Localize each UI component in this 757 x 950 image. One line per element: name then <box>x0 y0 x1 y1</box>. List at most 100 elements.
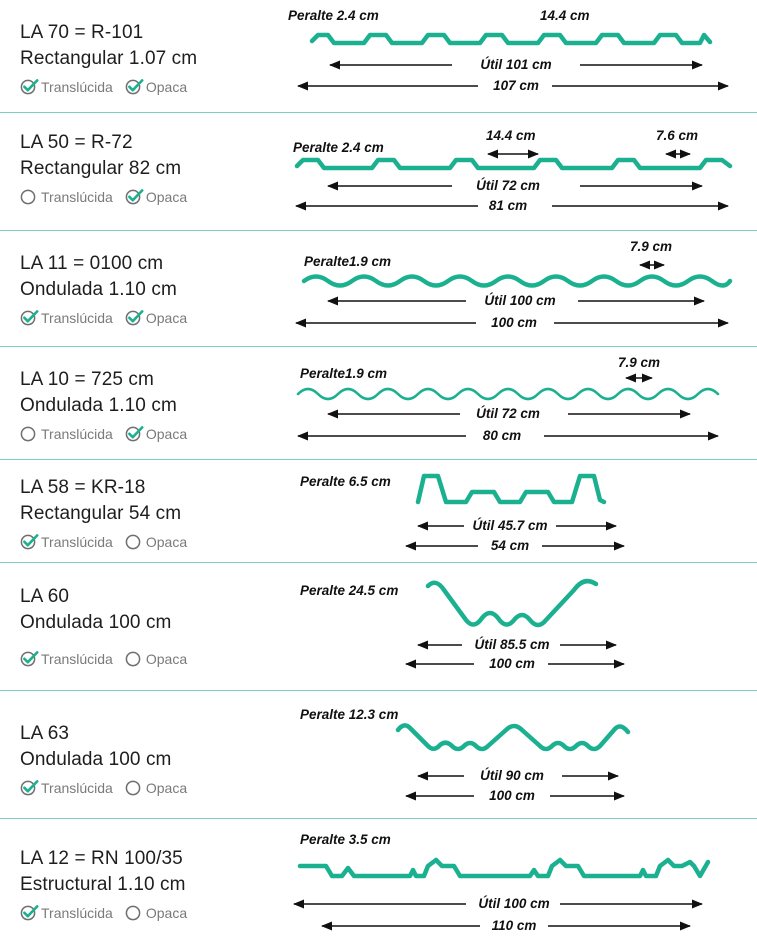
peralte-label: Peralte 2.4 cm <box>293 140 384 155</box>
option-label: Opaca <box>145 78 188 95</box>
check-circle-icon <box>125 309 146 326</box>
option-label: Translúcida <box>41 650 113 667</box>
peralte-label: Peralte 24.5 cm <box>300 583 398 598</box>
empty-circle-icon <box>125 904 146 921</box>
option-opaca: Opaca <box>125 78 187 95</box>
total-width-label: 110 cm <box>492 918 537 933</box>
option-translucida: Translúcida <box>20 779 113 796</box>
material-options: Translúcida Opaca <box>20 904 199 921</box>
total-width-label: 100 cm <box>491 315 537 330</box>
empty-circle-icon <box>125 650 146 667</box>
product-code: LA 60 <box>20 586 70 607</box>
option-opaca: Opaca <box>125 188 187 205</box>
product-description: Rectangular 54 cm <box>20 503 182 524</box>
total-width-label: 107 cm <box>493 78 539 93</box>
option-translucida: Translúcida <box>20 425 113 442</box>
sheet-profile <box>297 857 711 879</box>
pitch-secondary-label: 7.9 cm <box>630 239 672 254</box>
product-description: Ondulada 100 cm <box>20 612 172 633</box>
material-options: Translúcida Opaca <box>20 533 199 550</box>
useful-width-label: Útil 90 cm <box>480 768 544 783</box>
product-info: LA 50 = R-72 Rectangular 82 cm Translúci… <box>20 130 199 205</box>
total-width-label: 54 cm <box>491 538 529 553</box>
product-description: Ondulada 100 cm <box>20 749 172 770</box>
useful-width-label: Útil 72 cm <box>476 406 540 421</box>
option-opaca: Opaca <box>125 533 187 550</box>
option-opaca: Opaca <box>125 309 187 326</box>
product-info: LA 12 = RN 100/35 Estructural 1.10 cm Tr… <box>20 846 199 921</box>
material-options: Translúcida Opaca <box>20 650 199 667</box>
product-code: LA 10 = 725 cm <box>20 369 154 390</box>
option-label: Translúcida <box>41 904 113 921</box>
profile-diagram-la63: Peralte 12.3 cm Útil 90 cm 100 cm <box>300 707 631 803</box>
product-info: LA 63 Ondulada 100 cm Translúcida Opaca <box>20 721 199 796</box>
useful-width-label: Útil 85.5 cm <box>474 637 549 652</box>
peralte-label: Peralte 6.5 cm <box>300 474 391 489</box>
option-translucida: Translúcida <box>20 650 113 667</box>
pitch-secondary-label: 7.6 cm <box>656 128 698 143</box>
product-info: LA 10 = 725 cm Ondulada 1.10 cm Translúc… <box>20 367 199 442</box>
sheet-profile <box>415 473 607 505</box>
product-info: LA 60 Ondulada 100 cm Translúcida Opaca <box>20 584 199 667</box>
profile-diagram-la60: Peralte 24.5 cm Útil 85.5 cm 100 cm <box>300 578 626 671</box>
product-description: Rectangular 82 cm <box>20 158 182 179</box>
material-options: Translúcida Opaca <box>20 779 199 796</box>
pitch-label: 14.4 cm <box>540 8 590 23</box>
material-options: Translúcida Opaca <box>20 78 199 95</box>
option-label: Translúcida <box>41 779 113 796</box>
empty-circle-icon <box>125 779 146 796</box>
row-divider <box>0 112 757 113</box>
check-circle-icon <box>20 650 41 667</box>
total-width-label: 81 cm <box>489 198 527 213</box>
check-circle-icon <box>20 78 41 95</box>
option-label: Opaca <box>145 779 188 796</box>
option-translucida: Translúcida <box>20 309 113 326</box>
product-info: LA 58 = KR-18 Rectangular 54 cm Translúc… <box>20 475 199 550</box>
useful-width-label: Útil 101 cm <box>480 57 551 72</box>
profile-diagram-la10: Peralte1.9 cm 7.9 cm Útil 72 cm 80 cm <box>296 355 720 443</box>
total-width-label: 80 cm <box>483 428 521 443</box>
peralte-label: Peralte 3.5 cm <box>300 832 391 847</box>
option-label: Opaca <box>145 309 188 326</box>
option-opaca: Opaca <box>125 904 187 921</box>
sheet-profile <box>395 723 631 752</box>
empty-circle-icon <box>125 533 146 550</box>
option-label: Translúcida <box>41 425 113 442</box>
product-code: LA 11 = 0100 cm <box>20 253 164 274</box>
useful-width-label: Útil 45.7 cm <box>472 518 547 533</box>
product-code: LA 58 = KR-18 <box>20 477 146 498</box>
option-label: Translúcida <box>41 78 113 95</box>
product-code: LA 12 = RN 100/35 <box>20 848 183 869</box>
peralte-label: Peralte 2.4 cm <box>288 8 379 23</box>
check-circle-icon <box>125 425 146 442</box>
check-circle-icon <box>20 309 41 326</box>
option-opaca: Opaca <box>125 425 187 442</box>
profile-diagram-la12: Peralte 3.5 cm Útil 100 cm 110 cm <box>292 832 711 933</box>
option-translucida: Translúcida <box>20 78 113 95</box>
pitch-secondary-label: 7.9 cm <box>618 355 660 370</box>
peralte-label: Peralte 12.3 cm <box>300 707 398 722</box>
product-code: LA 50 = R-72 <box>20 132 133 153</box>
option-label: Translúcida <box>41 309 113 326</box>
option-label: Opaca <box>145 533 188 550</box>
sheet-profile <box>301 274 733 288</box>
peralte-label: Peralte1.9 cm <box>300 366 387 381</box>
option-label: Opaca <box>145 425 188 442</box>
check-circle-icon <box>20 904 41 921</box>
product-description: Rectangular 1.07 cm <box>20 48 198 69</box>
option-label: Translúcida <box>41 188 113 205</box>
sheet-profile <box>294 157 733 171</box>
row-divider <box>0 818 757 819</box>
check-circle-icon <box>20 533 41 550</box>
profile-diagram-la11: Peralte1.9 cm 7.9 cm Útil 100 cm 100 cm <box>294 239 733 330</box>
pitch-label: 14.4 cm <box>486 128 536 143</box>
profile-diagram-la58: Peralte 6.5 cm Útil 45.7 cm 54 cm <box>300 473 626 553</box>
option-label: Opaca <box>145 188 188 205</box>
product-info: LA 70 = R-101 Rectangular 1.07 cm Transl… <box>20 20 199 95</box>
product-description: Ondulada 1.10 cm <box>20 279 177 300</box>
useful-width-label: Útil 100 cm <box>478 896 549 911</box>
option-label: Opaca <box>145 650 188 667</box>
total-width-label: 100 cm <box>489 656 535 671</box>
empty-circle-icon <box>20 188 41 205</box>
